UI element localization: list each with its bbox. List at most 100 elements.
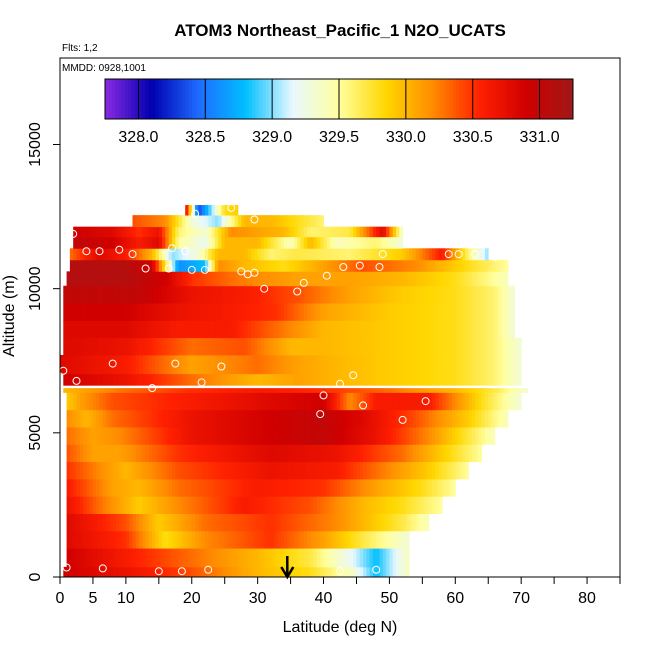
heatmap-cell xyxy=(491,388,496,393)
heatmap-cell xyxy=(455,320,459,339)
heatmap-cell xyxy=(178,373,183,386)
heatmap-cell xyxy=(475,373,479,386)
heatmap-cell xyxy=(218,236,222,249)
heatmap-cell xyxy=(478,320,483,339)
heatmap-cell xyxy=(422,427,427,445)
heatmap-cell xyxy=(204,205,209,216)
heatmap-cell xyxy=(241,259,245,272)
heatmap-cell xyxy=(109,271,114,287)
heatmap-cell xyxy=(359,248,364,261)
heatmap-cell xyxy=(284,478,288,497)
heatmap-cell xyxy=(109,373,114,386)
colorbar-segment xyxy=(325,79,330,119)
heatmap-cell xyxy=(228,461,232,480)
heatmap-cell xyxy=(162,388,166,393)
heatmap-cell xyxy=(422,444,427,463)
heatmap-cell xyxy=(343,444,347,463)
heatmap-cell xyxy=(175,392,179,411)
heatmap-cell xyxy=(218,215,222,228)
heatmap-cell xyxy=(264,285,268,304)
heatmap-cell xyxy=(280,259,285,272)
heatmap-cell xyxy=(251,496,255,514)
heatmap-cell xyxy=(198,303,203,321)
heatmap-cell xyxy=(267,427,272,445)
heatmap-cell xyxy=(316,354,321,375)
heatmap-cell xyxy=(349,478,354,497)
heatmap-cell xyxy=(109,320,114,339)
heatmap-cell xyxy=(270,566,275,578)
heatmap-cell xyxy=(185,337,189,356)
heatmap-cell xyxy=(402,461,407,480)
heatmap-cell xyxy=(287,478,291,497)
heatmap-cell xyxy=(83,259,87,272)
heatmap-cell xyxy=(445,409,450,428)
heatmap-cell xyxy=(399,259,403,272)
heatmap-cell xyxy=(340,259,344,272)
heatmap-cell xyxy=(214,496,219,514)
heatmap-cell xyxy=(501,388,506,393)
heatmap-cell xyxy=(211,248,216,261)
heatmap-cell xyxy=(135,409,140,428)
heatmap-cell xyxy=(465,337,469,356)
heatmap-cell xyxy=(188,236,193,249)
heatmap-cell xyxy=(92,271,97,287)
heatmap-cell xyxy=(198,478,203,497)
heatmap-cell xyxy=(287,248,291,261)
heatmap-cell xyxy=(201,248,206,261)
heatmap-cell xyxy=(214,303,219,321)
heatmap-cell xyxy=(224,548,229,568)
heatmap-cell xyxy=(145,303,150,321)
heatmap-cell xyxy=(284,388,288,393)
heatmap-cell xyxy=(264,530,268,549)
heatmap-cell xyxy=(63,354,67,375)
heatmap-cell xyxy=(201,444,206,463)
heatmap-cell xyxy=(475,388,479,393)
colorbar-segment xyxy=(228,79,233,119)
heatmap-cell xyxy=(280,392,285,411)
heatmap-cell xyxy=(501,259,506,272)
heatmap-cell xyxy=(461,444,466,463)
heatmap-cell xyxy=(188,354,193,375)
heatmap-cell xyxy=(79,548,84,568)
heatmap-cell xyxy=(270,215,275,228)
heatmap-cell xyxy=(155,215,160,228)
heatmap-cell xyxy=(511,303,515,321)
heatmap-cell xyxy=(201,236,206,249)
heatmap-cell xyxy=(89,320,94,339)
heatmap-cell xyxy=(165,373,170,386)
heatmap-cell xyxy=(455,461,459,480)
heatmap-cell xyxy=(389,566,394,578)
heatmap-cell xyxy=(165,427,170,445)
heatmap-cell xyxy=(303,373,308,386)
heatmap-cell xyxy=(237,354,242,375)
heatmap-cell xyxy=(191,236,196,249)
heatmap-cell xyxy=(366,337,371,356)
heatmap-cell xyxy=(102,271,107,287)
x-tick-label: 50 xyxy=(381,590,399,607)
heatmap-cell xyxy=(303,496,308,514)
heatmap-cell xyxy=(402,248,407,261)
heatmap-cell xyxy=(389,236,394,249)
heatmap-cell xyxy=(185,461,189,480)
heatmap-cell xyxy=(195,478,199,497)
observation-marker xyxy=(336,379,344,388)
heatmap-cell xyxy=(181,478,186,497)
heatmap-cell xyxy=(102,566,107,578)
heatmap-cell xyxy=(356,427,361,445)
heatmap-cell xyxy=(399,373,403,386)
heatmap-cell xyxy=(369,392,374,411)
heatmap-cell xyxy=(152,215,156,228)
colorbar-segment xyxy=(131,79,136,119)
heatmap-cell xyxy=(336,248,341,261)
heatmap-cell xyxy=(129,354,133,375)
colorbar-segment xyxy=(148,79,153,119)
heatmap-cell xyxy=(399,548,403,568)
heatmap-cell xyxy=(382,461,387,480)
heatmap-cell xyxy=(165,271,170,287)
heatmap-cell xyxy=(320,496,324,514)
heatmap-cell xyxy=(145,548,150,568)
heatmap-cell xyxy=(112,271,117,287)
heatmap-cell xyxy=(99,478,104,497)
heatmap-cell xyxy=(148,392,153,411)
heatmap-cell xyxy=(425,444,430,463)
